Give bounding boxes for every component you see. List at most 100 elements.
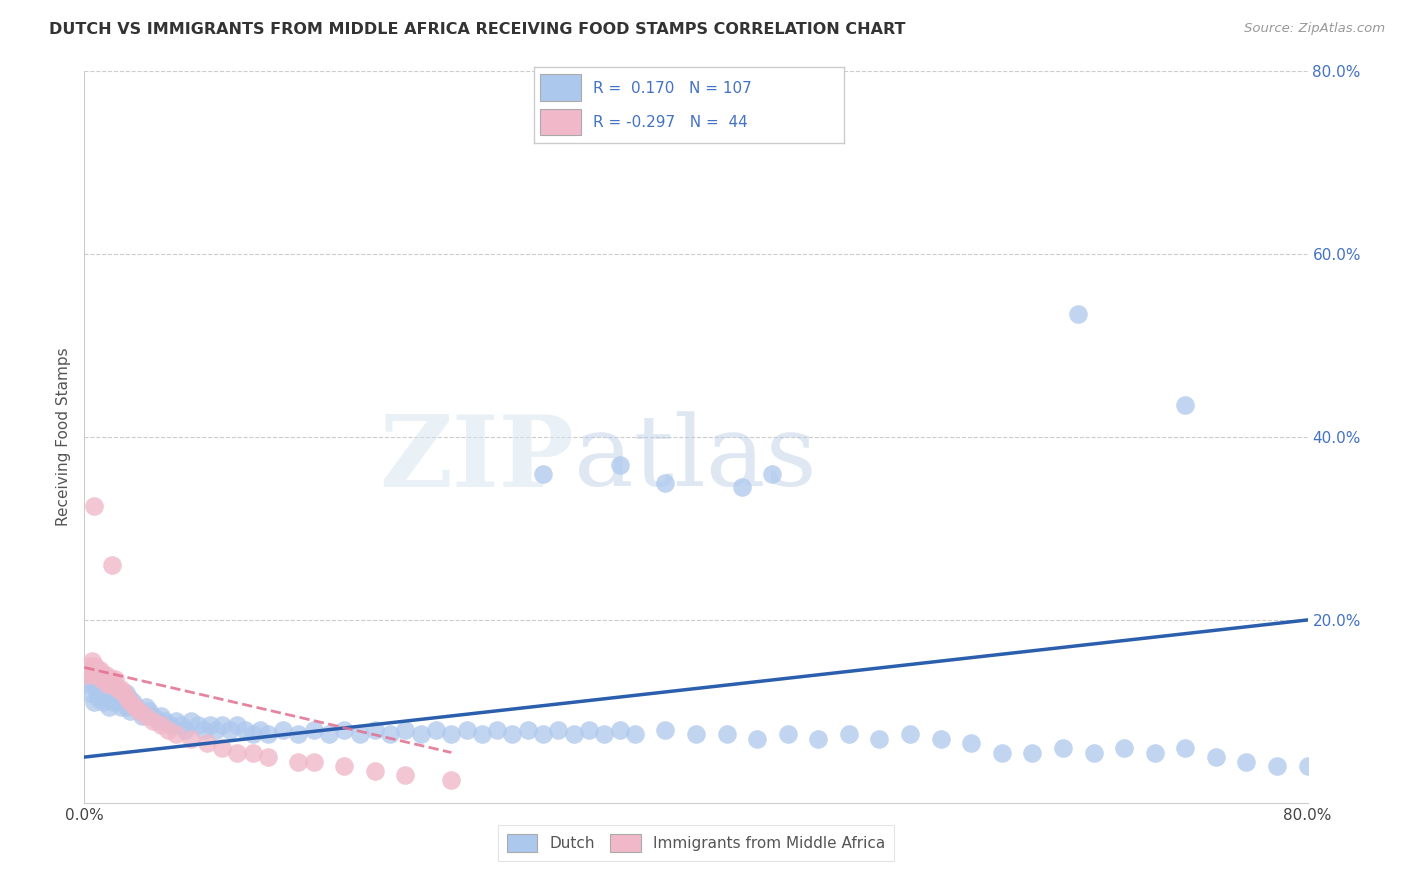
Point — [91, 667, 114, 681]
Point — [83, 695, 105, 709]
Point — [1174, 740, 1197, 755]
Point — [118, 690, 141, 705]
Point — [87, 690, 110, 705]
Point — [242, 727, 264, 741]
Point — [1143, 746, 1166, 760]
Point — [761, 467, 783, 481]
Point — [110, 681, 132, 696]
Point — [135, 699, 157, 714]
Point — [1114, 740, 1136, 755]
Point — [149, 709, 172, 723]
Point — [165, 727, 187, 741]
Point — [593, 727, 616, 741]
Point — [991, 746, 1014, 760]
Point — [205, 723, 228, 737]
Point — [108, 686, 131, 700]
Point — [149, 718, 172, 732]
Point — [180, 731, 202, 746]
Point — [211, 718, 233, 732]
Point — [302, 755, 325, 769]
Point — [96, 677, 118, 691]
Point — [105, 690, 128, 705]
Point — [547, 723, 569, 737]
Point — [111, 690, 134, 705]
Point — [364, 764, 387, 778]
Point — [89, 673, 111, 687]
Point — [107, 681, 129, 696]
Point — [287, 727, 309, 741]
Point — [114, 686, 136, 700]
Point — [195, 736, 218, 750]
Point — [257, 750, 280, 764]
Point — [84, 658, 107, 673]
Point — [516, 723, 538, 737]
Point — [112, 695, 135, 709]
Point — [838, 727, 860, 741]
Point — [409, 727, 432, 741]
Point — [146, 714, 169, 728]
Point — [960, 736, 983, 750]
Text: R = -0.297   N =  44: R = -0.297 N = 44 — [593, 115, 748, 129]
Point — [80, 667, 103, 681]
Point — [1205, 750, 1227, 764]
Point — [84, 677, 107, 691]
Point — [364, 723, 387, 737]
Point — [440, 727, 463, 741]
Point — [142, 714, 165, 728]
Point — [929, 731, 952, 746]
Point — [97, 673, 120, 687]
Point — [1296, 759, 1319, 773]
Point — [76, 667, 98, 681]
Point — [110, 699, 132, 714]
Point — [101, 558, 124, 573]
Point — [249, 723, 271, 737]
Point — [165, 714, 187, 728]
Text: Source: ZipAtlas.com: Source: ZipAtlas.com — [1244, 22, 1385, 36]
Point — [89, 663, 111, 677]
Point — [174, 723, 197, 737]
Point — [142, 709, 165, 723]
Point — [77, 658, 100, 673]
Point — [562, 727, 585, 741]
Point — [218, 723, 240, 737]
Text: ZIP: ZIP — [378, 410, 574, 508]
Point — [654, 475, 676, 490]
Point — [80, 654, 103, 668]
Point — [94, 690, 117, 705]
Text: DUTCH VS IMMIGRANTS FROM MIDDLE AFRICA RECEIVING FOOD STAMPS CORRELATION CHART: DUTCH VS IMMIGRANTS FROM MIDDLE AFRICA R… — [49, 22, 905, 37]
Point — [98, 686, 121, 700]
Point — [271, 723, 294, 737]
Point — [380, 727, 402, 741]
Point — [125, 699, 148, 714]
Point — [115, 699, 138, 714]
Point — [394, 768, 416, 782]
Point — [77, 677, 100, 691]
Point — [1021, 746, 1043, 760]
Point — [159, 718, 181, 732]
Point — [425, 723, 447, 737]
Point — [107, 695, 129, 709]
Point — [624, 727, 647, 741]
Point — [1265, 759, 1288, 773]
Point — [1083, 746, 1105, 760]
Text: R =  0.170   N = 107: R = 0.170 N = 107 — [593, 80, 752, 95]
Point — [1052, 740, 1074, 755]
Point — [233, 723, 256, 737]
Point — [135, 709, 157, 723]
Point — [87, 667, 110, 681]
Point — [91, 695, 114, 709]
Point — [226, 746, 249, 760]
Point — [440, 772, 463, 787]
Point — [1236, 755, 1258, 769]
Point — [90, 681, 112, 696]
Point — [104, 681, 127, 696]
Y-axis label: Receiving Food Stamps: Receiving Food Stamps — [56, 348, 72, 526]
Point — [103, 677, 125, 691]
Point — [716, 727, 738, 741]
Point — [609, 458, 631, 472]
Point — [98, 677, 121, 691]
Point — [90, 673, 112, 687]
Point — [685, 727, 707, 741]
Point — [333, 723, 356, 737]
Point — [318, 727, 340, 741]
